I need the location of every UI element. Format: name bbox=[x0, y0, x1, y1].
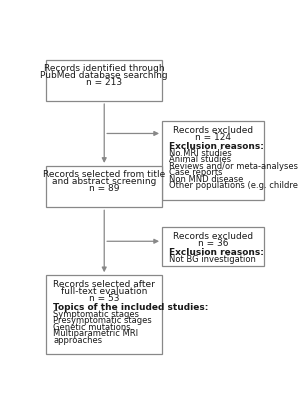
Text: Exclusion reasons:: Exclusion reasons: bbox=[169, 248, 264, 257]
Text: Not BG investigation: Not BG investigation bbox=[169, 255, 256, 264]
Text: n = 213: n = 213 bbox=[86, 78, 122, 87]
Text: and abstract screening: and abstract screening bbox=[52, 177, 156, 186]
Text: Records selected from title: Records selected from title bbox=[43, 170, 165, 179]
Text: Topics of the included studies:: Topics of the included studies: bbox=[53, 303, 209, 312]
Text: n = 53: n = 53 bbox=[89, 294, 119, 302]
Text: Records excluded: Records excluded bbox=[173, 232, 253, 241]
Text: Non MND disease: Non MND disease bbox=[169, 174, 243, 184]
Text: Symptomatic stages: Symptomatic stages bbox=[53, 310, 139, 319]
Text: Genetic mutations: Genetic mutations bbox=[53, 323, 131, 332]
Text: n = 36: n = 36 bbox=[198, 239, 228, 248]
Bar bbox=[46, 166, 162, 207]
Text: PubMed database searching: PubMed database searching bbox=[41, 71, 168, 80]
Text: Other populations (e.g. children): Other populations (e.g. children) bbox=[169, 181, 298, 190]
Text: Case reports: Case reports bbox=[169, 168, 222, 177]
Text: Animal studies: Animal studies bbox=[169, 155, 231, 164]
Text: Reviews and/or meta-analyses: Reviews and/or meta-analyses bbox=[169, 162, 298, 171]
Text: n = 124: n = 124 bbox=[195, 132, 231, 142]
Bar bbox=[46, 60, 162, 101]
Bar bbox=[46, 275, 162, 354]
Text: No MRI studies: No MRI studies bbox=[169, 149, 232, 158]
Text: Exclusion reasons:: Exclusion reasons: bbox=[169, 142, 264, 151]
Text: Presymptomatic stages: Presymptomatic stages bbox=[53, 316, 152, 325]
Text: Multiparametric MRI: Multiparametric MRI bbox=[53, 329, 139, 338]
Text: Records identified through: Records identified through bbox=[44, 64, 164, 73]
Text: Records selected after: Records selected after bbox=[53, 280, 155, 288]
Text: n = 89: n = 89 bbox=[89, 184, 119, 193]
Text: approaches: approaches bbox=[53, 336, 103, 344]
Bar bbox=[162, 121, 264, 200]
Text: full-text evaluation: full-text evaluation bbox=[61, 286, 148, 296]
Text: Records excluded: Records excluded bbox=[173, 126, 253, 134]
Bar bbox=[162, 228, 264, 266]
